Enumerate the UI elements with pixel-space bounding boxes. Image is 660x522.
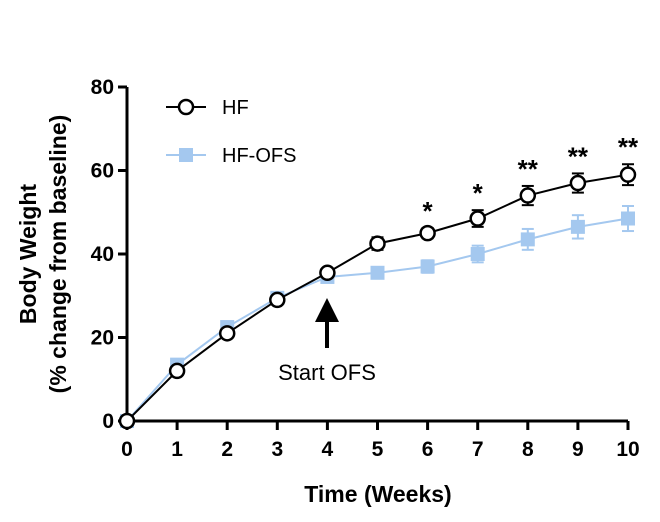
data-point bbox=[469, 210, 486, 227]
data-point bbox=[621, 211, 635, 226]
x-tick-label: 5 bbox=[372, 438, 384, 461]
y-tick-label: 80 bbox=[91, 76, 114, 99]
x-tick-label: 7 bbox=[472, 438, 484, 461]
data-point bbox=[369, 235, 386, 252]
x-tick-label: 0 bbox=[121, 438, 133, 461]
data-point bbox=[118, 412, 136, 430]
legend: HF HF-OFS bbox=[166, 97, 296, 167]
data-point bbox=[218, 325, 236, 342]
data-point bbox=[419, 224, 436, 242]
legend-hf-marker bbox=[177, 98, 195, 116]
legend-hfofs-label: HF-OFS bbox=[222, 145, 296, 167]
y-tick-label: 0 bbox=[102, 410, 114, 433]
x-tick-label: 4 bbox=[322, 438, 334, 461]
legend-hf-label: HF bbox=[222, 97, 249, 119]
series-line bbox=[126, 173, 629, 422]
data-point bbox=[168, 362, 186, 380]
x-tick-label: 9 bbox=[572, 438, 584, 461]
x-tick-label: 3 bbox=[271, 438, 283, 461]
data-point bbox=[420, 259, 435, 274]
x-tick-label: 8 bbox=[522, 438, 534, 461]
data-point bbox=[569, 174, 587, 192]
data-point bbox=[319, 264, 336, 282]
series-hf bbox=[118, 163, 637, 430]
significance-markers: **** ** ** bbox=[423, 132, 639, 226]
significance-marker: ** bbox=[618, 132, 639, 162]
y-tick-label: 20 bbox=[91, 327, 114, 350]
x-tick-label: 10 bbox=[616, 438, 639, 461]
data-point bbox=[269, 291, 286, 309]
y-axis-title-line2: (% change from baseline) bbox=[45, 115, 71, 394]
legend-hfofs-marker bbox=[179, 148, 193, 162]
significance-marker: ** bbox=[518, 154, 539, 184]
x-axis-title: Time (Weeks) bbox=[304, 481, 451, 507]
data-point bbox=[619, 166, 637, 183]
start-ofs-arrow-head bbox=[315, 298, 339, 322]
x-tick-label: 1 bbox=[171, 438, 183, 461]
data-point bbox=[520, 232, 535, 247]
data-point bbox=[370, 265, 385, 280]
data-point bbox=[570, 219, 585, 234]
axes: 0 1 2 3 4 5 6 7 8 9 10 0 20 40 60 80 bbox=[91, 76, 640, 461]
y-tick-label: 60 bbox=[91, 160, 114, 183]
series-layer: **** ** ** bbox=[118, 132, 639, 430]
start-ofs-label: Start OFS bbox=[278, 360, 376, 385]
x-tick-label: 2 bbox=[221, 438, 233, 461]
data-point bbox=[470, 247, 485, 261]
data-point bbox=[519, 187, 537, 204]
x-tick-label: 6 bbox=[422, 438, 434, 461]
significance-marker: * bbox=[473, 178, 484, 208]
y-tick-label: 40 bbox=[91, 243, 114, 266]
significance-marker: * bbox=[423, 196, 434, 226]
significance-marker: ** bbox=[568, 141, 589, 171]
y-axis-title-line1: Body Weight bbox=[15, 184, 41, 324]
start-ofs-annotation: Start OFS bbox=[278, 298, 376, 385]
